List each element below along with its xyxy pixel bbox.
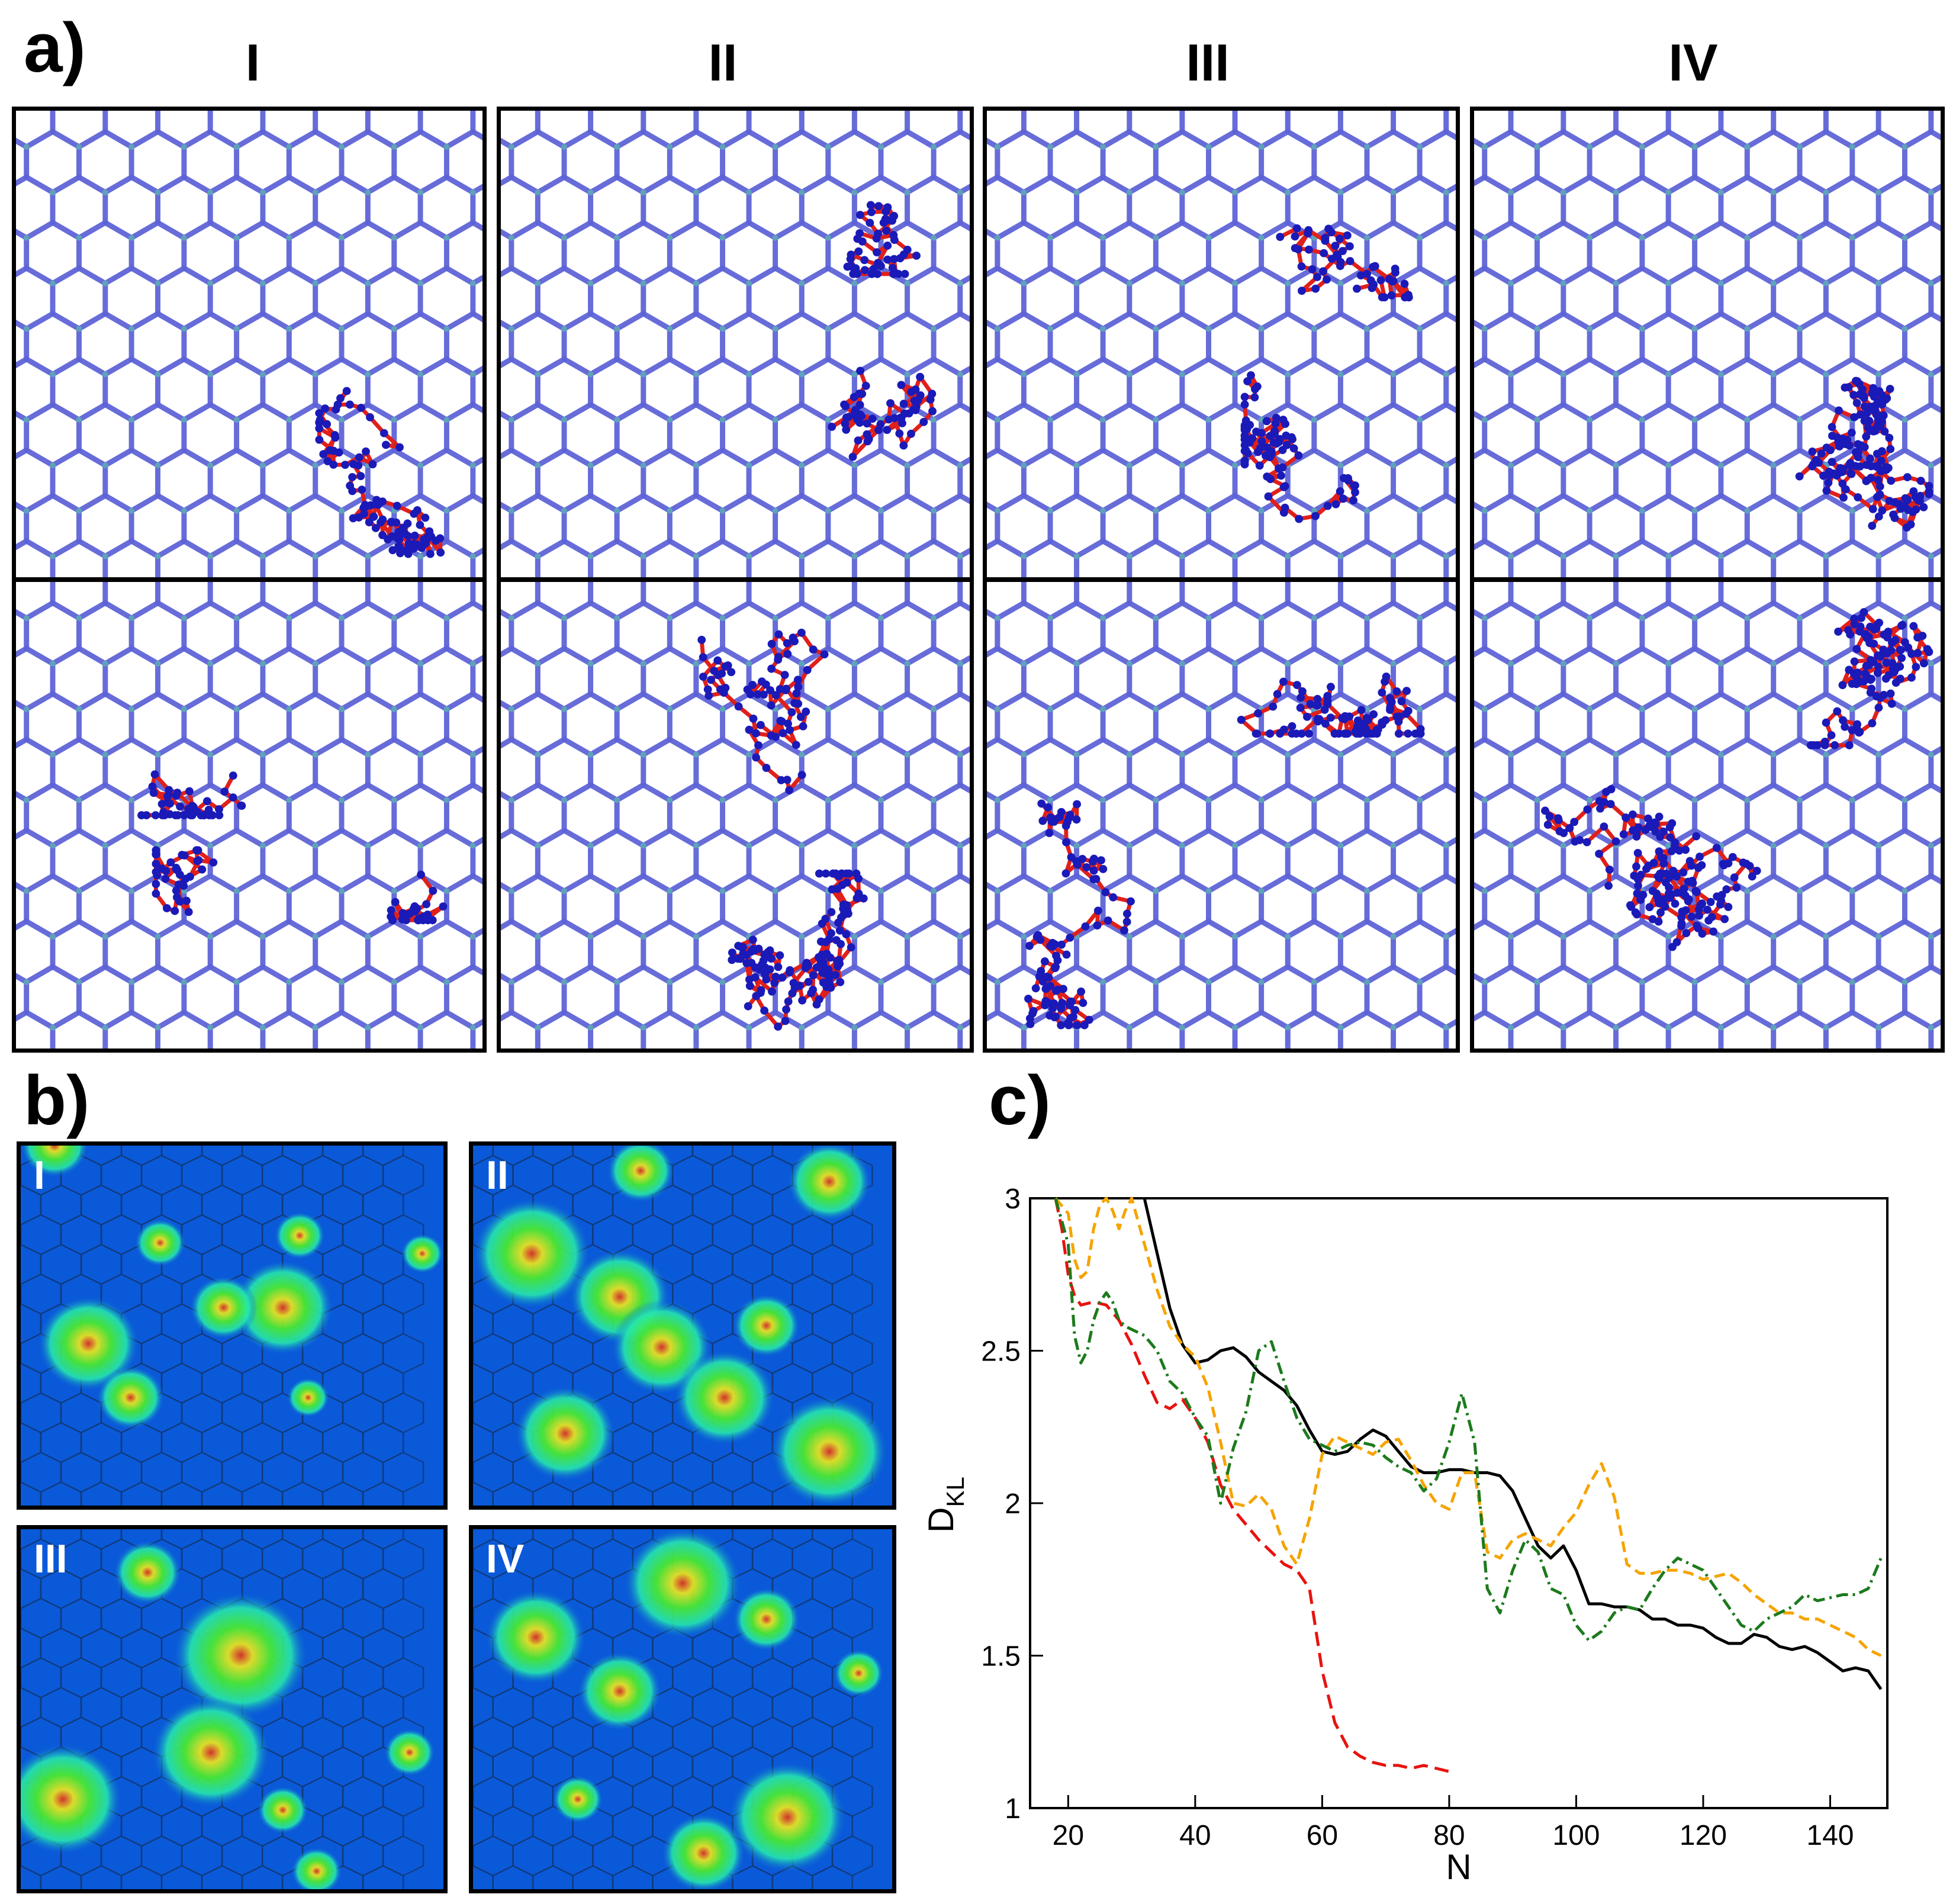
snapshot-top-3	[983, 107, 1460, 581]
column-title-1: I	[245, 33, 260, 92]
column-title-4: IV	[1668, 33, 1718, 92]
x-tick-label: 100	[1552, 1820, 1600, 1851]
x-tick-label: 20	[1053, 1820, 1084, 1851]
molecule-chains	[828, 201, 937, 461]
y-axis-title: DKL	[921, 1477, 969, 1533]
honeycomb-lattice	[987, 111, 1456, 577]
lattice-svg	[1474, 111, 1941, 577]
panel-label-c: c)	[989, 1062, 1051, 1140]
honeycomb-lattice	[501, 111, 970, 577]
honeycomb-lattice	[16, 582, 482, 1049]
honeycomb-lattice	[987, 582, 1456, 1049]
panel-label-b: b)	[24, 1062, 90, 1140]
series-line-orange	[1054, 1197, 1882, 1657]
x-tick-label: 60	[1307, 1820, 1338, 1851]
heatmap-svg	[473, 1146, 888, 1506]
density-blobs	[485, 1529, 884, 1889]
honeycomb-lattice	[16, 111, 482, 577]
snapshot-bottom-3	[983, 578, 1460, 1053]
molecule-chains	[1541, 608, 1934, 951]
heatmap-3: III	[17, 1525, 448, 1893]
molecule-chains	[137, 770, 448, 925]
column-title-3: III	[1186, 33, 1230, 92]
heatmap-svg	[21, 1146, 443, 1506]
heatmap-2: II	[469, 1141, 896, 1510]
series-line-green	[1054, 1198, 1883, 1642]
heatmap-label-4: IV	[486, 1536, 525, 1581]
panel-label-a: a)	[24, 9, 86, 87]
y-tick-label: 1.5	[981, 1641, 1021, 1673]
heatmap-1: I	[17, 1141, 448, 1510]
y-axis-title-main: D	[921, 1507, 961, 1533]
honeycomb-lattice	[501, 582, 970, 1049]
y-tick-label: 2.5	[981, 1336, 1021, 1368]
column-title-2: II	[708, 33, 738, 92]
snapshot-top-2	[497, 107, 974, 581]
series-line-red	[1054, 1198, 1450, 1773]
x-tick-label: 120	[1680, 1820, 1727, 1851]
lattice-svg	[987, 111, 1456, 577]
dkl-line-chart: 20 40 60 80 100 120 140 1 1.5 2 2.5 3 N DKL	[921, 1183, 1889, 1887]
x-axis-title: N	[1446, 1847, 1471, 1887]
series-line-black	[1143, 1198, 1883, 1690]
heatmap-label-2: II	[486, 1153, 509, 1198]
molecule-chains	[1024, 672, 1425, 1030]
lattice-svg	[1474, 582, 1941, 1049]
density-blobs	[21, 1540, 435, 1889]
heatmap-4: IV	[469, 1525, 896, 1893]
snapshot-bottom-4	[1470, 578, 1945, 1053]
lattice-svg	[501, 111, 970, 577]
y-tick-label: 1	[1005, 1793, 1021, 1825]
molecule-chains	[697, 628, 868, 1031]
density-blobs	[473, 1146, 888, 1506]
honeycomb-lattice	[1474, 582, 1941, 1049]
lattice-svg	[16, 111, 482, 577]
x-tick-label: 140	[1806, 1820, 1854, 1851]
heatmap-svg	[473, 1529, 884, 1889]
y-tick-label: 3	[1005, 1183, 1021, 1215]
molecule-chains	[315, 387, 445, 558]
plot-frame	[1029, 1197, 1889, 1809]
molecule-chains	[1240, 224, 1413, 523]
lattice-svg	[16, 582, 482, 1049]
heatmap-label-3: III	[34, 1536, 67, 1581]
y-axis-title-subscript: KL	[941, 1477, 969, 1507]
heatmap-label-1: I	[34, 1153, 45, 1198]
snapshot-top-4	[1470, 107, 1945, 581]
snapshot-bottom-1	[12, 578, 487, 1053]
molecule-chains	[1795, 377, 1934, 532]
density-blobs	[21, 1146, 443, 1430]
snapshot-bottom-2	[497, 578, 974, 1053]
lattice-svg	[501, 582, 970, 1049]
x-tick-label: 40	[1179, 1820, 1211, 1851]
lattice-svg	[987, 582, 1456, 1049]
x-tick-label: 80	[1433, 1820, 1465, 1851]
heatmap-svg	[21, 1529, 435, 1889]
y-tick-label: 2	[1005, 1488, 1021, 1520]
snapshot-top-1	[12, 107, 487, 581]
